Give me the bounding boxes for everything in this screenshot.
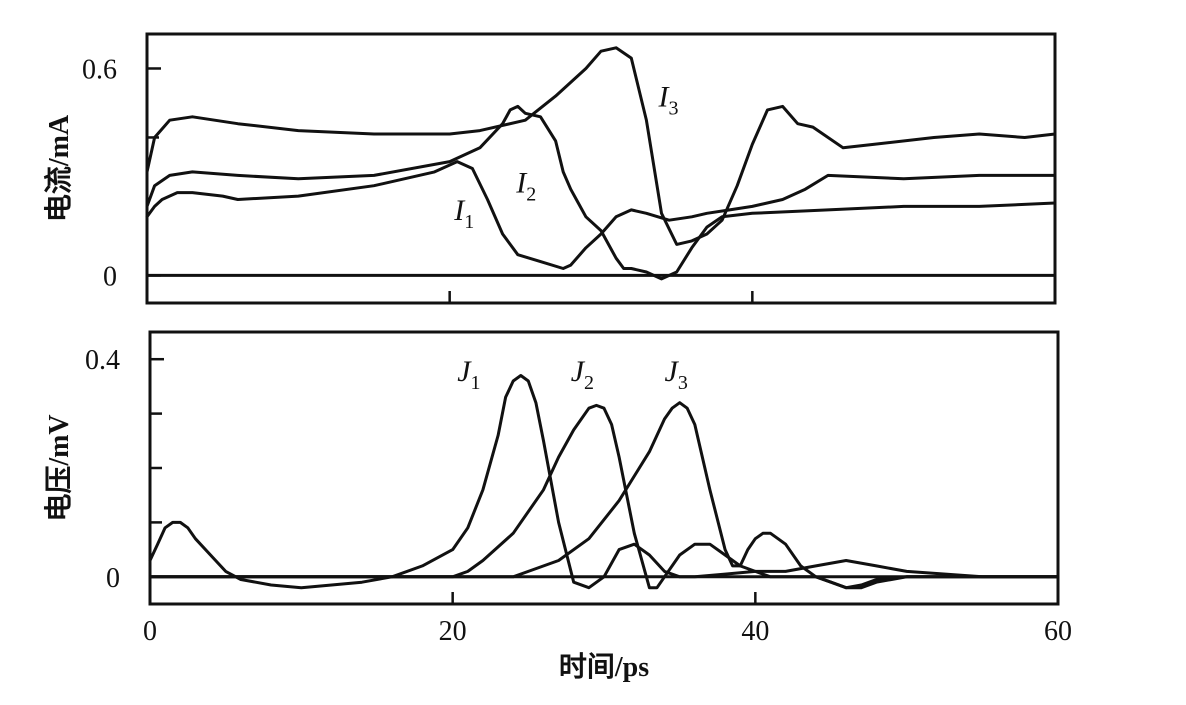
curve-label-i1: I1 [453,194,474,233]
curve-label-j3: J3 [665,355,688,394]
series-line-j1 [148,374,1060,590]
curve-label-j1: J1 [457,355,480,394]
voltage-x-tick-label: 40 [741,616,769,647]
voltage-x-tick-label: 0 [143,616,157,647]
voltage-y-tick-label: 0 [106,563,120,594]
current-y-tick-label: 0 [103,261,117,292]
voltage-panel: 0 0.4 0 20 40 60 电压/mV 时间/ps J1 J2 J3 [43,330,1072,683]
voltage-y-tick-label: 0.4 [85,345,120,376]
voltage-x-tick-label: 20 [439,616,467,647]
series-line-i2 [145,104,1057,281]
curve-label-i3: I3 [658,80,679,119]
series-line-i3 [145,46,1057,246]
series-line-i1 [145,160,1057,270]
voltage-plot-frame [148,330,1060,606]
curve-label-j2: J2 [571,355,594,394]
voltage-x-axis-title: 时间/ps [559,651,649,683]
current-y-tick-label: 0.6 [82,54,117,85]
voltage-y-axis-title: 电压/mV [43,414,75,521]
current-y-axis-title: 电流/mA [43,114,75,222]
current-plot-frame [145,32,1057,305]
curve-label-i2: I2 [515,167,536,206]
series-line-j3 [148,401,1060,590]
current-panel: 0 0.6电流/mA I1 I2 I3 [43,32,1057,305]
series-line-j2 [148,403,1060,590]
voltage-x-tick-label: 60 [1044,616,1072,647]
